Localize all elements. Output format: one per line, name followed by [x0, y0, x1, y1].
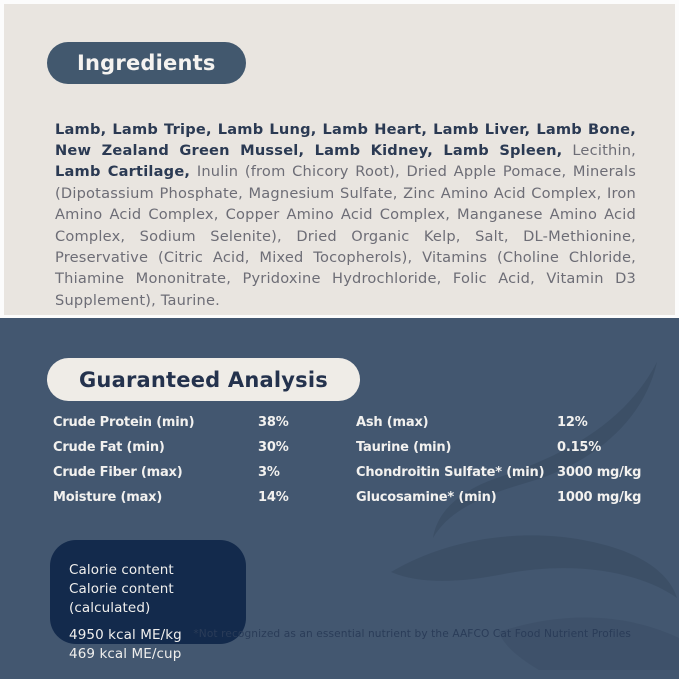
analysis-label: Moisture (max) [53, 490, 163, 505]
analysis-value: 1000 mg/kg [557, 490, 642, 505]
aafco-footnote: *Not recognized as an essential nutrient… [193, 628, 631, 640]
analysis-value: 3000 mg/kg [557, 465, 642, 480]
ingredients-segment-regular-1: Lecithin, [562, 142, 636, 159]
analysis-label: Crude Fat (min) [53, 440, 165, 455]
ingredients-segment-bold-2: Lamb Cartilage, [55, 163, 191, 181]
analysis-value: 14% [258, 490, 289, 505]
analysis-label: Taurine (min) [356, 440, 452, 455]
calorie-value-line: 469 kcal ME/cup [69, 646, 182, 662]
wave-swirl-decoration-icon [391, 362, 679, 670]
analysis-label: Chondroitin Sulfate* (min) [356, 465, 545, 480]
analysis-value: 3% [258, 465, 280, 480]
guaranteed-analysis-table: Crude Protein (min) 38% Ash (max) 12% Cr… [53, 410, 641, 510]
analysis-label: Ash (max) [356, 415, 429, 430]
guaranteed-analysis-header-pill: Guaranteed Analysis [47, 358, 360, 401]
ingredients-header-pill: Ingredients [47, 42, 246, 84]
analysis-label: Crude Fiber (max) [53, 465, 183, 480]
ingredients-paragraph: Lamb, Lamb Tripe, Lamb Lung, Lamb Heart,… [55, 119, 636, 312]
guaranteed-analysis-header-text: Guaranteed Analysis [79, 367, 328, 392]
analysis-value: 12% [557, 415, 588, 430]
calorie-box-spacer [69, 618, 246, 626]
analysis-value: 0.15% [557, 440, 602, 455]
calorie-content-box: Calorie content Calorie content (calcula… [50, 540, 246, 662]
analysis-value: 38% [258, 415, 289, 430]
analysis-label: Glucosamine* (min) [356, 490, 497, 505]
ingredients-segment-regular-2: Inulin (from Chicory Root), Dried Apple … [55, 163, 636, 309]
calorie-title-line: Calorie content [69, 562, 174, 578]
calorie-value-line: 4950 kcal ME/kg [69, 627, 182, 643]
ingredients-section: Ingredients Lamb, Lamb Tripe, Lamb Lung,… [4, 4, 675, 315]
ingredients-header-text: Ingredients [77, 51, 216, 75]
analysis-label: Crude Protein (min) [53, 415, 195, 430]
guaranteed-analysis-section: Guaranteed Analysis Crude Protein (min) … [0, 318, 679, 679]
analysis-value: 30% [258, 440, 289, 455]
ingredients-segment-bold-1: Lamb, Lamb Tripe, Lamb Lung, Lamb Heart,… [55, 120, 636, 159]
calorie-title-line: Calorie content (calculated) [69, 581, 174, 616]
